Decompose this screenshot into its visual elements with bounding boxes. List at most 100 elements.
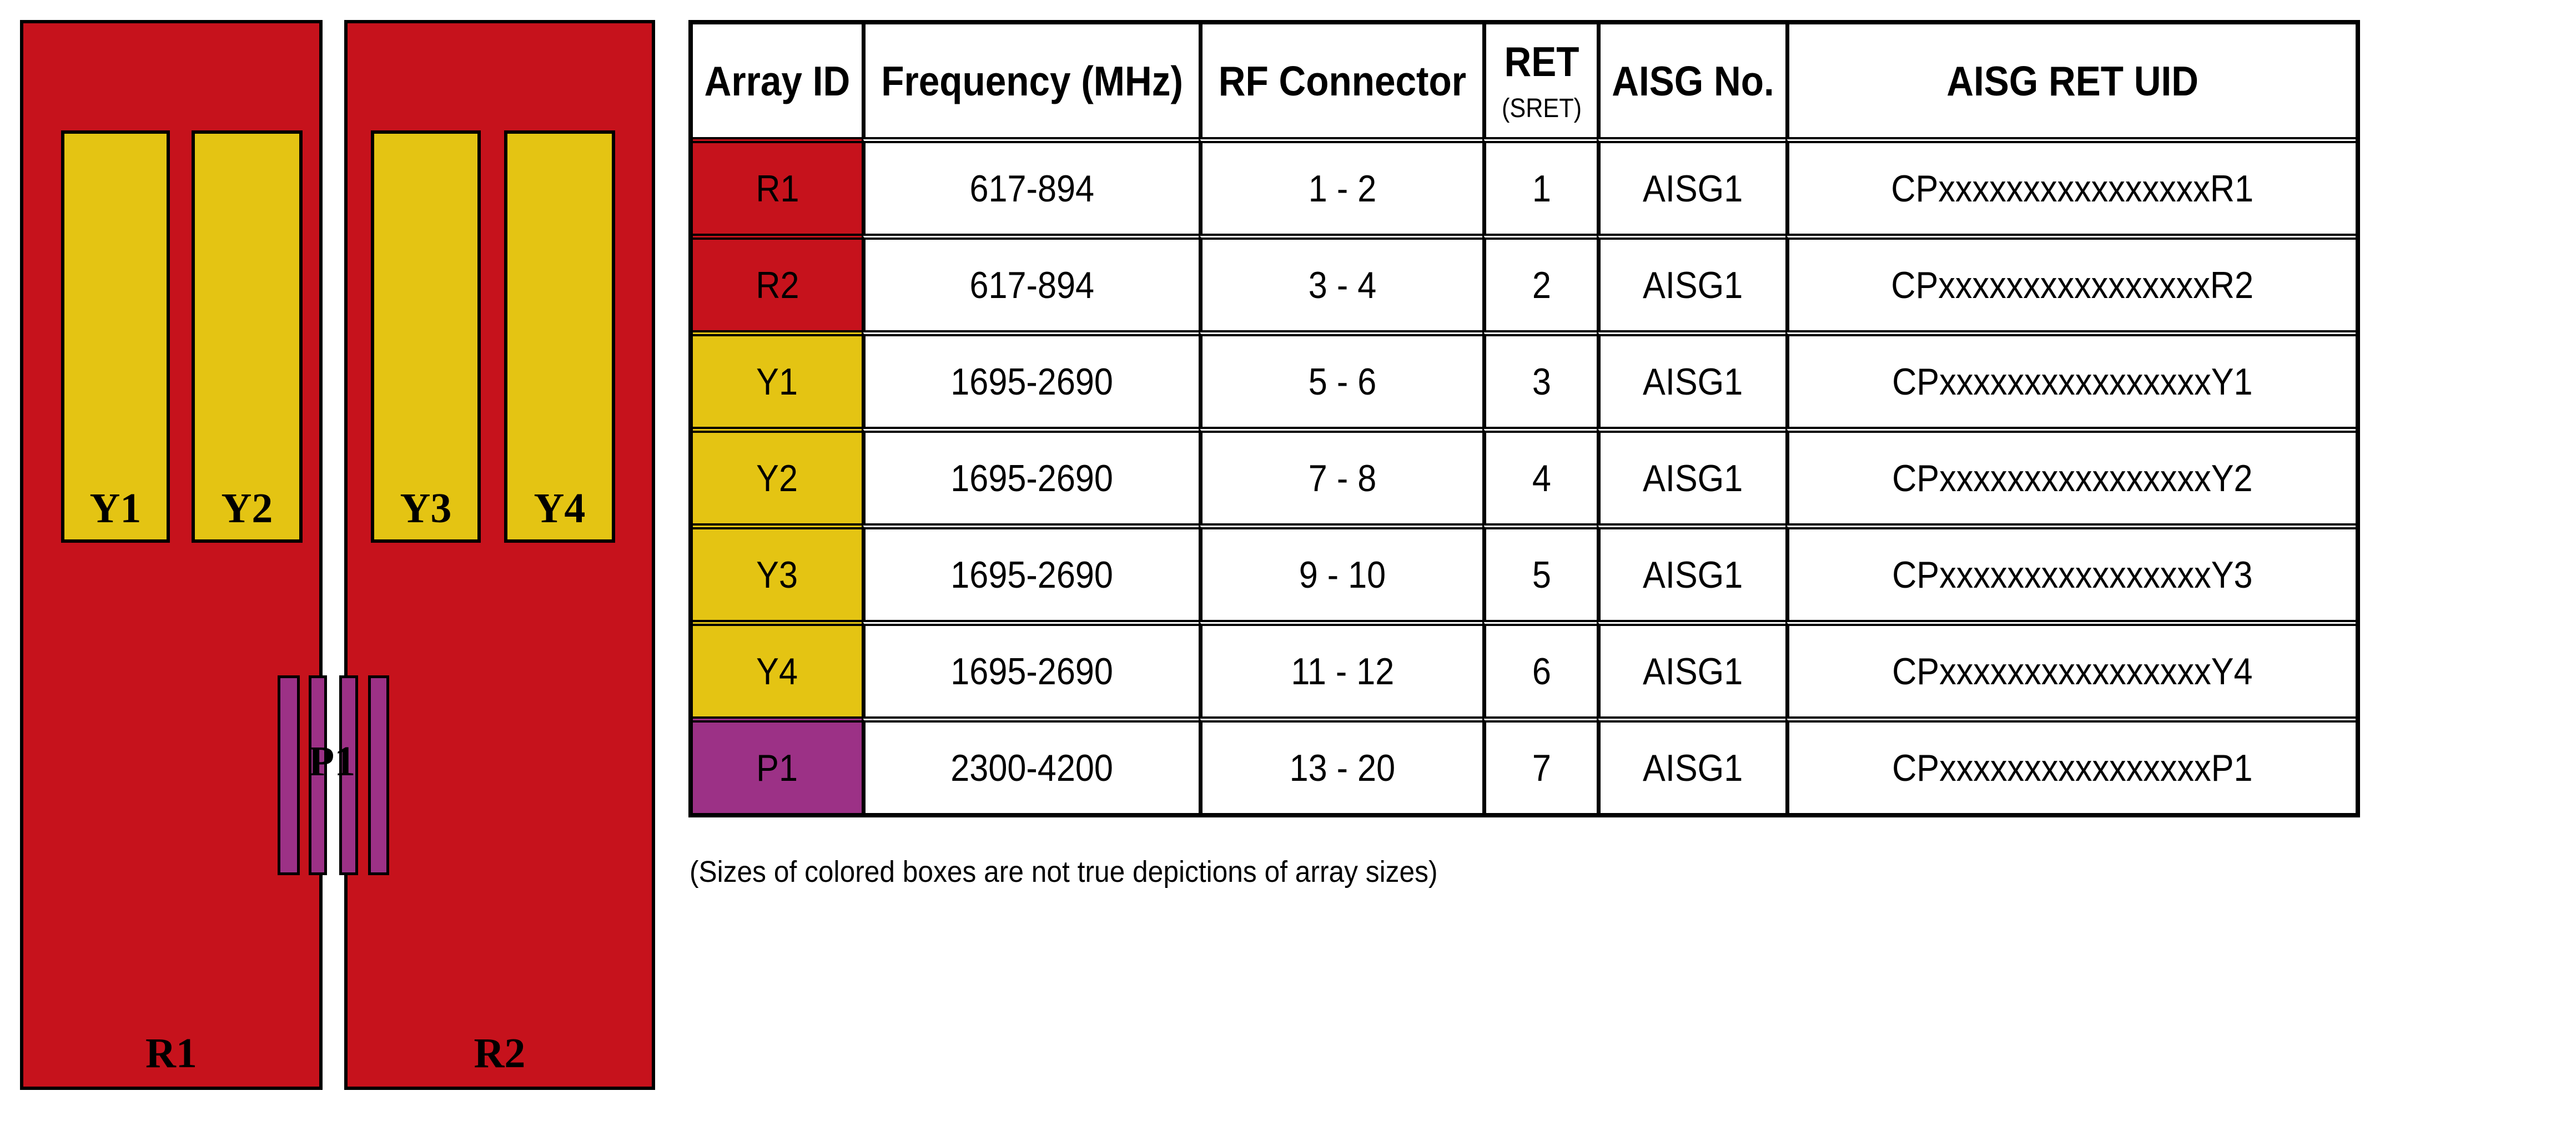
cell-r2-aisg-ret-uid: CPxxxxxxxxxxxxxxxxR2 <box>1785 234 2356 330</box>
p1-array-bar-4 <box>368 675 389 875</box>
array-box-y1: Y1 <box>61 130 170 543</box>
cell-text: 617-894 <box>969 167 1095 210</box>
cell-y4-array-id: Y4 <box>693 620 862 716</box>
header-label-frequency: Frequency (MHz) <box>881 57 1183 104</box>
cell-r1-ret: 1 <box>1482 137 1597 234</box>
cell-p1-array-id: P1 <box>693 716 862 813</box>
cell-text: Y4 <box>756 650 798 693</box>
cell-text: R1 <box>755 167 799 210</box>
cell-r2-frequency: 617-894 <box>862 234 1199 330</box>
cell-y2-ret: 4 <box>1482 427 1597 523</box>
cell-text: AISG1 <box>1643 553 1743 596</box>
cell-text: 7 <box>1532 746 1551 789</box>
cell-y2-aisg-no: AISG1 <box>1597 427 1785 523</box>
cell-y3-ret: 5 <box>1482 523 1597 620</box>
cell-text: Y2 <box>756 457 798 499</box>
cell-text: CPxxxxxxxxxxxxxxxxY4 <box>1892 650 2253 693</box>
cell-y4-ret: 6 <box>1482 620 1597 716</box>
cell-y2-array-id: Y2 <box>693 427 862 523</box>
cell-y1-frequency: 1695-2690 <box>862 330 1199 427</box>
cell-text: 6 <box>1532 650 1551 693</box>
cell-text: 4 <box>1532 457 1551 499</box>
cell-y1-aisg-ret-uid: CPxxxxxxxxxxxxxxxxY1 <box>1785 330 2356 427</box>
cell-text: CPxxxxxxxxxxxxxxxxR2 <box>1891 264 2254 306</box>
array-box-y4: Y4 <box>504 130 615 543</box>
cell-text: AISG1 <box>1643 360 1743 403</box>
cell-text: 3 - 4 <box>1308 264 1377 306</box>
cell-text: AISG1 <box>1643 264 1743 306</box>
cell-p1-ret: 7 <box>1482 716 1597 813</box>
cell-p1-frequency: 2300-4200 <box>862 716 1199 813</box>
header-label-aisg-ret-uid: AISG RET UID <box>1946 57 2198 104</box>
cell-text: CPxxxxxxxxxxxxxxxxY3 <box>1892 553 2253 596</box>
cell-y2-rf-connector: 7 - 8 <box>1199 427 1482 523</box>
panel-r1-label: R1 <box>145 1030 197 1077</box>
p1-array-bar-3 <box>339 675 358 875</box>
cell-text: 5 - 6 <box>1308 360 1377 403</box>
cell-text: 13 - 20 <box>1289 746 1396 789</box>
cell-text: 11 - 12 <box>1291 650 1394 693</box>
cell-y2-frequency: 1695-2690 <box>862 427 1199 523</box>
array-box-y2-label: Y2 <box>221 485 273 532</box>
p1-label: P1 <box>308 738 356 785</box>
header-label-array-id: Array ID <box>704 57 851 104</box>
cell-y1-aisg-no: AISG1 <box>1597 330 1785 427</box>
ret-mapping-table: Array ID Frequency (MHz) RF Connector RET (S… <box>688 20 2360 817</box>
cell-p1-aisg-ret-uid: CPxxxxxxxxxxxxxxxxP1 <box>1785 716 2356 813</box>
cell-text: 9 - 10 <box>1299 553 1386 596</box>
panel-r2-label: R2 <box>474 1030 526 1077</box>
cell-text: AISG1 <box>1643 167 1743 210</box>
array-box-y4-label: Y4 <box>534 485 586 532</box>
array-box-y2: Y2 <box>192 130 303 543</box>
cell-y3-aisg-no: AISG1 <box>1597 523 1785 620</box>
cell-y3-array-id: Y3 <box>693 523 862 620</box>
cell-text: 5 <box>1532 553 1551 596</box>
array-box-y3-label: Y3 <box>400 485 452 532</box>
p1-array-bar-2 <box>309 675 327 875</box>
cell-text: CPxxxxxxxxxxxxxxxxR1 <box>1891 167 2254 210</box>
header-label-aisg-no: AISG No. <box>1612 57 1774 104</box>
cell-p1-rf-connector: 13 - 20 <box>1199 716 1482 813</box>
header-cell-aisg-no: AISG No. <box>1597 24 1785 137</box>
cell-y3-frequency: 1695-2690 <box>862 523 1199 620</box>
cell-r2-aisg-no: AISG1 <box>1597 234 1785 330</box>
cell-y2-aisg-ret-uid: CPxxxxxxxxxxxxxxxxY2 <box>1785 427 2356 523</box>
cell-text: P1 <box>756 746 798 789</box>
header-cell-array-id: Array ID <box>693 24 862 137</box>
cell-text: AISG1 <box>1643 746 1743 789</box>
cell-r2-ret: 2 <box>1482 234 1597 330</box>
p1-array-bar-1 <box>278 675 300 875</box>
cell-text: CPxxxxxxxxxxxxxxxxY2 <box>1892 457 2253 499</box>
note-text: (Sizes of colored boxes are not true dep… <box>690 855 1438 888</box>
header-label-rf-connector: RF Connector <box>1218 57 1467 104</box>
cell-y1-array-id: Y1 <box>693 330 862 427</box>
cell-r2-array-id: R2 <box>693 234 862 330</box>
cell-r2-rf-connector: 3 - 4 <box>1199 234 1482 330</box>
cell-r1-rf-connector: 1 - 2 <box>1199 137 1482 234</box>
cell-y4-aisg-no: AISG1 <box>1597 620 1785 716</box>
header-cell-aisg-ret-uid: AISG RET UID <box>1785 24 2356 137</box>
cell-r1-aisg-ret-uid: CPxxxxxxxxxxxxxxxxR1 <box>1785 137 2356 234</box>
cell-y1-ret: 3 <box>1482 330 1597 427</box>
cell-text: 1695-2690 <box>950 650 1114 693</box>
cell-text: 1 <box>1532 167 1551 210</box>
cell-y3-aisg-ret-uid: CPxxxxxxxxxxxxxxxxY3 <box>1785 523 2356 620</box>
cell-text: 617-894 <box>969 264 1095 306</box>
cell-p1-aisg-no: AISG1 <box>1597 716 1785 813</box>
cell-text: 1695-2690 <box>950 457 1114 499</box>
cell-y4-rf-connector: 11 - 12 <box>1199 620 1482 716</box>
cell-text: CPxxxxxxxxxxxxxxxxP1 <box>1892 746 2253 789</box>
cell-text: AISG1 <box>1643 457 1743 499</box>
cell-text: 1695-2690 <box>950 553 1114 596</box>
header-cell-ret: RET (SRET) <box>1482 24 1597 137</box>
cell-y4-frequency: 1695-2690 <box>862 620 1199 716</box>
cell-y1-rf-connector: 5 - 6 <box>1199 330 1482 427</box>
cell-r1-array-id: R1 <box>693 137 862 234</box>
cell-r1-frequency: 617-894 <box>862 137 1199 234</box>
cell-text: 1 - 2 <box>1308 167 1377 210</box>
cell-text: 7 - 8 <box>1308 457 1377 499</box>
cell-text: Y1 <box>756 360 798 403</box>
array-box-y1-label: Y1 <box>89 485 142 532</box>
cell-y4-aisg-ret-uid: CPxxxxxxxxxxxxxxxxY4 <box>1785 620 2356 716</box>
